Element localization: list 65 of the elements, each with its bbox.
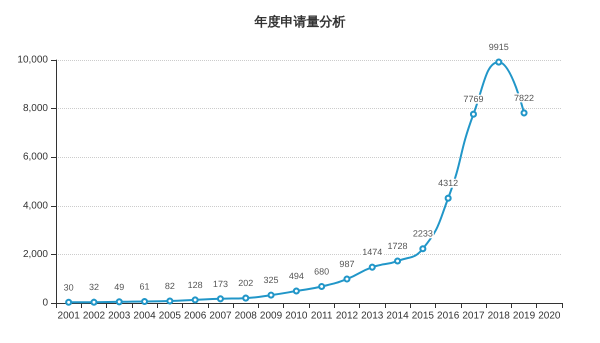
x-tick-label: 2014	[386, 310, 410, 322]
point	[242, 294, 250, 302]
point	[216, 295, 224, 302]
point	[394, 258, 402, 265]
x-tick-label: 2005	[158, 310, 182, 322]
point	[343, 276, 350, 283]
point	[368, 264, 376, 271]
data-label: 494	[288, 270, 304, 281]
point	[495, 58, 502, 66]
point	[520, 109, 528, 116]
point	[444, 194, 452, 202]
point	[192, 296, 199, 304]
y-tick-label: 4,000	[22, 200, 48, 212]
data-label: 1728	[388, 241, 408, 252]
data-label: 7822	[514, 92, 534, 103]
point	[90, 298, 98, 306]
data-label: 82	[164, 281, 175, 292]
x-tick-label: 2011	[310, 310, 333, 322]
x-tick-label: 2019	[512, 310, 536, 322]
point	[116, 298, 123, 306]
y-tick-label: 0	[42, 298, 48, 308]
x-tick-label: 2017	[462, 310, 486, 322]
data-label: 9915	[488, 42, 509, 52]
point	[166, 298, 174, 305]
chart-title: 年度申请量分析	[254, 14, 346, 29]
point	[292, 287, 300, 294]
point	[65, 298, 72, 306]
data-label: 7769	[463, 94, 484, 104]
point	[268, 292, 275, 299]
x-tick-label: 2008	[234, 310, 258, 322]
data-label: 49	[114, 282, 124, 292]
data-label: 1474	[362, 247, 382, 258]
data-label: 325	[264, 275, 279, 286]
x-tick-label: 2003	[108, 310, 131, 322]
point	[141, 298, 148, 306]
x-tick-label: 2004	[133, 310, 156, 322]
data-label: 987	[339, 259, 354, 270]
data-label: 30	[64, 282, 74, 292]
x-tick-label: 2018	[488, 310, 510, 322]
x-tick-label: 2006	[184, 310, 207, 322]
y-tick-label: 10,000	[17, 54, 48, 66]
data-label: 680	[314, 266, 330, 276]
x-tick-label: 2012	[336, 310, 359, 322]
x-tick-label: 2010	[285, 310, 308, 322]
x-tick-label: 2013	[361, 310, 384, 322]
y-tick-label: 6,000	[22, 152, 48, 163]
x-tick-label: 2020	[538, 310, 561, 322]
x-tick-label: 2009	[260, 310, 283, 322]
y-tick-label: 2,000	[22, 248, 48, 260]
data-label: 61	[140, 282, 150, 292]
point	[419, 245, 426, 252]
data-label: 32	[88, 282, 99, 292]
data-label: 173	[212, 278, 228, 289]
data-label: 202	[238, 278, 254, 288]
data-label: 2233	[412, 228, 433, 239]
data-label: 4312	[438, 178, 458, 188]
data-label: 128	[188, 280, 203, 290]
x-tick-label: 2002	[82, 310, 106, 322]
point	[470, 110, 477, 118]
point	[318, 282, 326, 290]
x-tick-label: 2016	[437, 310, 460, 322]
y-tick-label: 8,000	[22, 103, 48, 114]
x-tick-label: 2007	[209, 310, 232, 322]
x-tick-label: 2015	[412, 310, 434, 322]
x-tick-label: 2001	[58, 310, 80, 322]
